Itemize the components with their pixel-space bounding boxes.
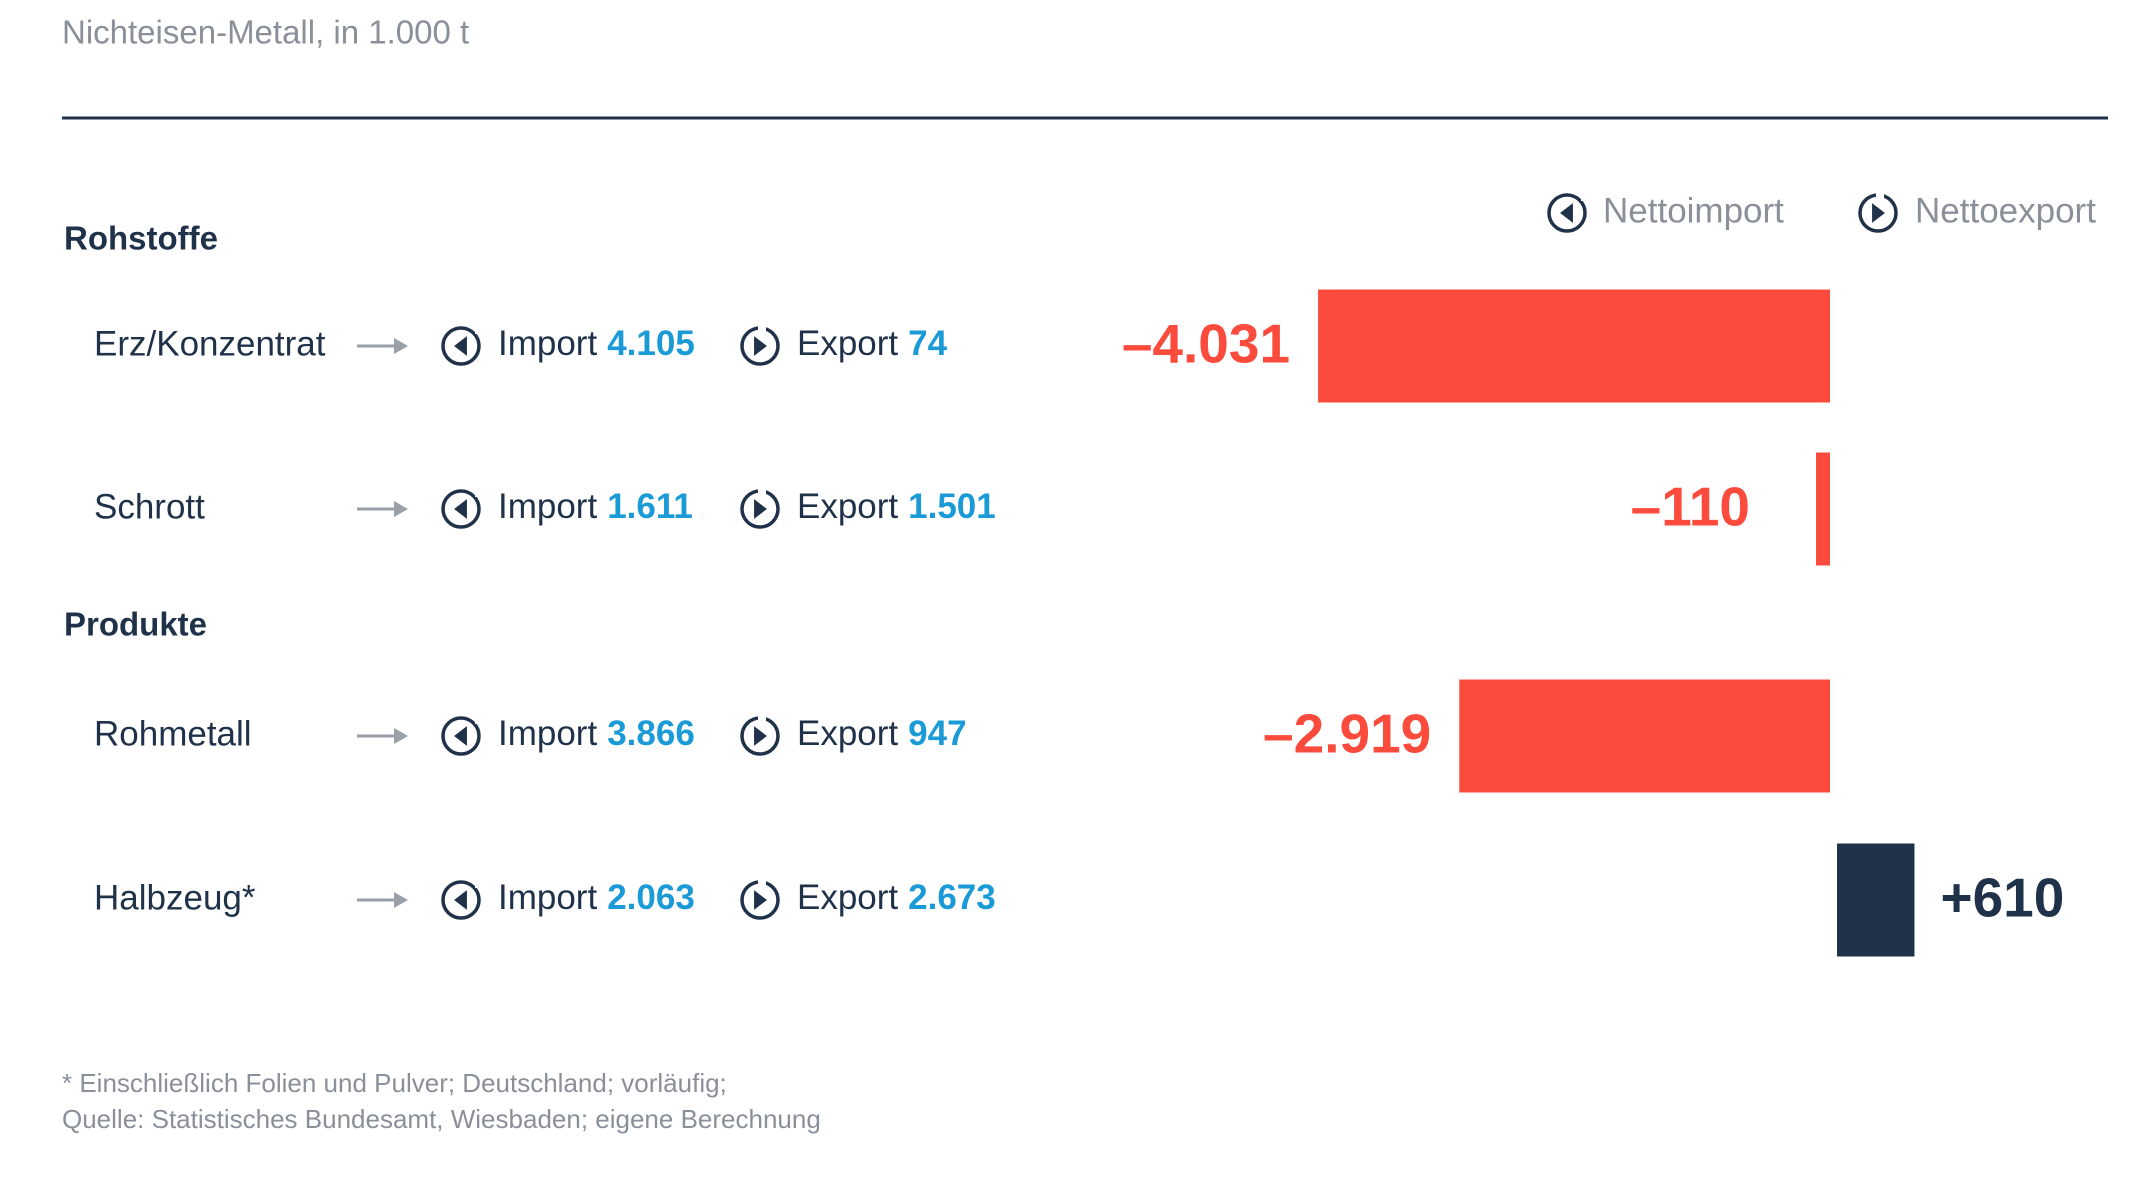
flow-value: 947 (908, 714, 966, 753)
icon-gap (1876, 191, 1884, 201)
icon-gap (758, 324, 766, 334)
icon-triangle (454, 726, 467, 746)
flow-value: 4.105 (607, 324, 695, 363)
icon-ring (1547, 193, 1587, 233)
flow-label: Import 4.105 (498, 324, 695, 363)
flow-value: 1.501 (908, 487, 996, 526)
icon-gap (475, 487, 483, 497)
net-bar (1816, 452, 1830, 566)
icon-gap (475, 714, 483, 724)
group-heading: Produkte (64, 606, 207, 643)
flow-label: Import 3.866 (498, 714, 695, 753)
group-heading: Rohstoffe (64, 220, 218, 257)
flow-name: Import (498, 487, 597, 526)
icon-gap (758, 487, 766, 497)
flow-label: Import 1.611 (498, 487, 693, 526)
net-label: –4.031 (1122, 313, 1290, 375)
footnote: * Einschließlich Folien und Pulver; Deut… (62, 1068, 727, 1098)
row-arrow-head (394, 501, 408, 517)
category-label: Halbzeug* (94, 878, 256, 917)
net-bar (1318, 289, 1830, 403)
icon-ring (441, 489, 481, 529)
icon-gap (758, 714, 766, 724)
flow-name: Export (797, 878, 898, 917)
legend-label: Nettoexport (1915, 191, 2096, 230)
net-bar (1837, 843, 1915, 957)
net-label: +610 (1940, 867, 2064, 929)
chart-title: Nichteisen-Metall, in 1.000 t (62, 14, 469, 51)
icon-triangle (754, 726, 767, 746)
flow-name: Import (498, 878, 597, 917)
flow-value: 1.611 (607, 487, 693, 526)
icon-triangle (1872, 203, 1885, 223)
icon-gap (1581, 191, 1589, 201)
icon-triangle (1560, 203, 1573, 223)
category-label: Schrott (94, 487, 205, 526)
legend-label: Nettoimport (1603, 191, 1784, 230)
source: Quelle: Statistisches Bundesamt, Wiesbad… (62, 1104, 821, 1134)
flow-name: Export (797, 714, 898, 753)
icon-ring (441, 326, 481, 366)
flow-label: Export 1.501 (797, 487, 996, 526)
row-arrow-head (394, 338, 408, 354)
icon-triangle (454, 336, 467, 356)
icon-gap (758, 878, 766, 888)
net-bar (1459, 679, 1830, 793)
flow-value: 74 (908, 324, 947, 363)
icon-triangle (454, 499, 467, 519)
flow-label: Export 2.673 (797, 878, 996, 917)
flow-value: 2.063 (607, 878, 695, 917)
icon-triangle (754, 890, 767, 910)
category-label: Rohmetall (94, 714, 252, 753)
icon-ring (441, 716, 481, 756)
icon-gap (475, 324, 483, 334)
flow-value: 3.866 (607, 714, 695, 753)
icon-triangle (754, 336, 767, 356)
flow-name: Import (498, 324, 597, 363)
flow-name: Import (498, 714, 597, 753)
row-arrow-head (394, 728, 408, 744)
icon-triangle (454, 890, 467, 910)
icon-gap (475, 878, 483, 888)
category-label: Erz/Konzentrat (94, 324, 326, 363)
net-label: –110 (1631, 476, 1750, 538)
flow-label: Export 74 (797, 324, 948, 363)
flow-label: Export 947 (797, 714, 967, 753)
flow-label: Import 2.063 (498, 878, 695, 917)
flow-value: 2.673 (908, 878, 996, 917)
flow-name: Export (797, 487, 898, 526)
flow-name: Export (797, 324, 898, 363)
icon-ring (441, 880, 481, 920)
net-label: –2.919 (1263, 703, 1431, 765)
icon-triangle (754, 499, 767, 519)
row-arrow-head (394, 892, 408, 908)
